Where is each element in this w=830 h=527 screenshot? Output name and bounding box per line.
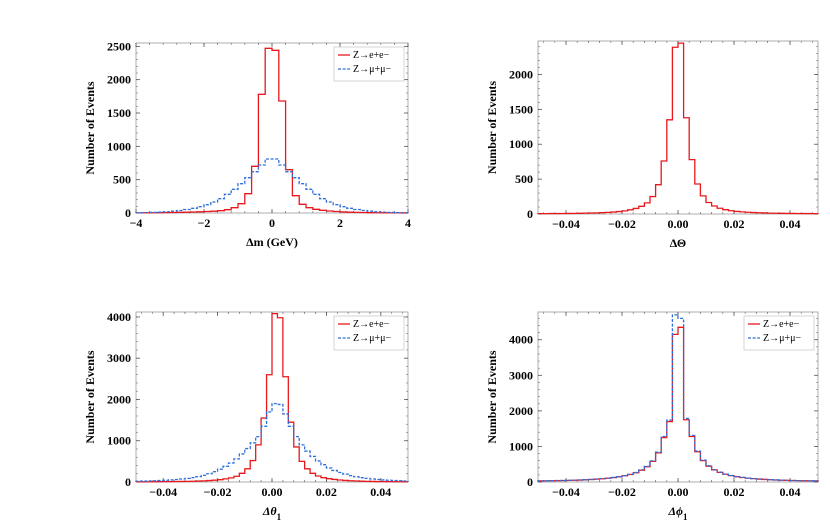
y-tick-label: 1000 [107, 139, 131, 153]
histogram-series-b [135, 158, 409, 214]
x-tick-label: 0.04 [780, 485, 801, 499]
x-tick-label: −0.02 [608, 485, 636, 499]
x-axis-label: ΔΘ [670, 236, 687, 250]
y-tick-label: 1000 [107, 434, 131, 448]
chart-panel-dtheta1: −0.04 −0.02 0.00 0.02 0.04 0 1000 2000 3000 4000 N… [83, 310, 409, 499]
x-tick-label: −0.02 [608, 217, 636, 231]
x-tick-label: −0.04 [149, 485, 177, 499]
y-tick-label: 2000 [107, 73, 131, 87]
y-tick-label: 4000 [509, 333, 533, 347]
y-tick-label: 2000 [107, 392, 131, 406]
x-tick-label: −2 [198, 216, 211, 230]
y-tick-label: 0 [527, 475, 533, 489]
x-tick-label: 4 [405, 216, 411, 230]
legend-label: Z→μ+μ− [763, 333, 801, 344]
y-tick-label: 1000 [509, 439, 533, 453]
histogram-series-a [135, 313, 409, 483]
y-axis-label: Number of Events [83, 81, 97, 174]
x-tick-label: 0.04 [370, 485, 391, 499]
y-tick-label: 0 [527, 207, 533, 221]
y-tick-label: 500 [515, 172, 533, 186]
y-axis-label: Number of Events [83, 350, 97, 443]
histogram-series-b [537, 314, 819, 482]
histogram-series-a [537, 326, 819, 482]
y-tick-label: 2000 [509, 404, 533, 418]
chart-panel-dtheta: −0.04 −0.02 0.00 0.02 0.04 0 500 1000 1500 2000 Nu… [485, 40, 819, 231]
plot-frame [537, 40, 819, 215]
y-tick-label: 3000 [107, 351, 131, 365]
x-tick-label: −0.04 [552, 485, 580, 499]
y-tick-label: 2000 [509, 67, 533, 81]
legend-label: Z→e+e− [763, 319, 800, 330]
legend-box [743, 315, 815, 351]
chart-panel-dm: −4 −2 0 2 4 0 500 1000 1500 2000 2500 Number of Eve… [83, 39, 411, 230]
chart-panel-dphi1: −0.04 −0.02 0.00 0.02 0.04 0 1000 2000 3000 4000 N… [485, 311, 819, 499]
legend-label: Z→μ+μ− [353, 64, 391, 75]
y-tick-label: 500 [113, 173, 131, 187]
y-tick-label: 1500 [509, 102, 533, 116]
x-tick-label: 0.02 [724, 485, 745, 499]
histogram-series-b [135, 402, 409, 482]
x-axis-label: Δm (GeV) [246, 235, 298, 249]
legend-label: Z→μ+μ− [353, 333, 391, 344]
x-tick-label: −4 [130, 216, 143, 230]
x-tick-label: 0.04 [780, 217, 801, 231]
x-tick-label: 0 [269, 216, 275, 230]
histogram-series-a [537, 42, 819, 215]
y-tick-label: 1000 [509, 137, 533, 151]
y-axis-label: Number of Events [485, 81, 499, 174]
y-tick-label: 0 [125, 206, 131, 220]
x-tick-label: 0.02 [724, 217, 745, 231]
y-tick-label: 2500 [107, 39, 131, 53]
x-axis-label: Δϕ1 [668, 504, 688, 522]
x-tick-label: 0.02 [316, 485, 337, 499]
y-tick-label: 1500 [107, 106, 131, 120]
histogram-series-a [135, 47, 409, 214]
x-tick-label: 2 [337, 216, 343, 230]
x-axis-label: Δθ1 [262, 504, 282, 522]
x-tick-label: −0.02 [204, 485, 232, 499]
y-tick-label: 3000 [509, 368, 533, 382]
legend-box [333, 315, 405, 351]
legend-box [333, 46, 405, 82]
legend-label: Z→e+e− [353, 50, 390, 61]
x-tick-label: −0.04 [552, 217, 580, 231]
y-tick-label: 4000 [107, 310, 131, 324]
y-tick-label: 0 [125, 475, 131, 489]
x-tick-label: 0.00 [668, 485, 689, 499]
y-axis-label: Number of Events [485, 350, 499, 443]
legend-label: Z→e+e− [353, 319, 390, 330]
x-tick-label: 0.00 [668, 217, 689, 231]
x-tick-label: 0.00 [262, 485, 283, 499]
